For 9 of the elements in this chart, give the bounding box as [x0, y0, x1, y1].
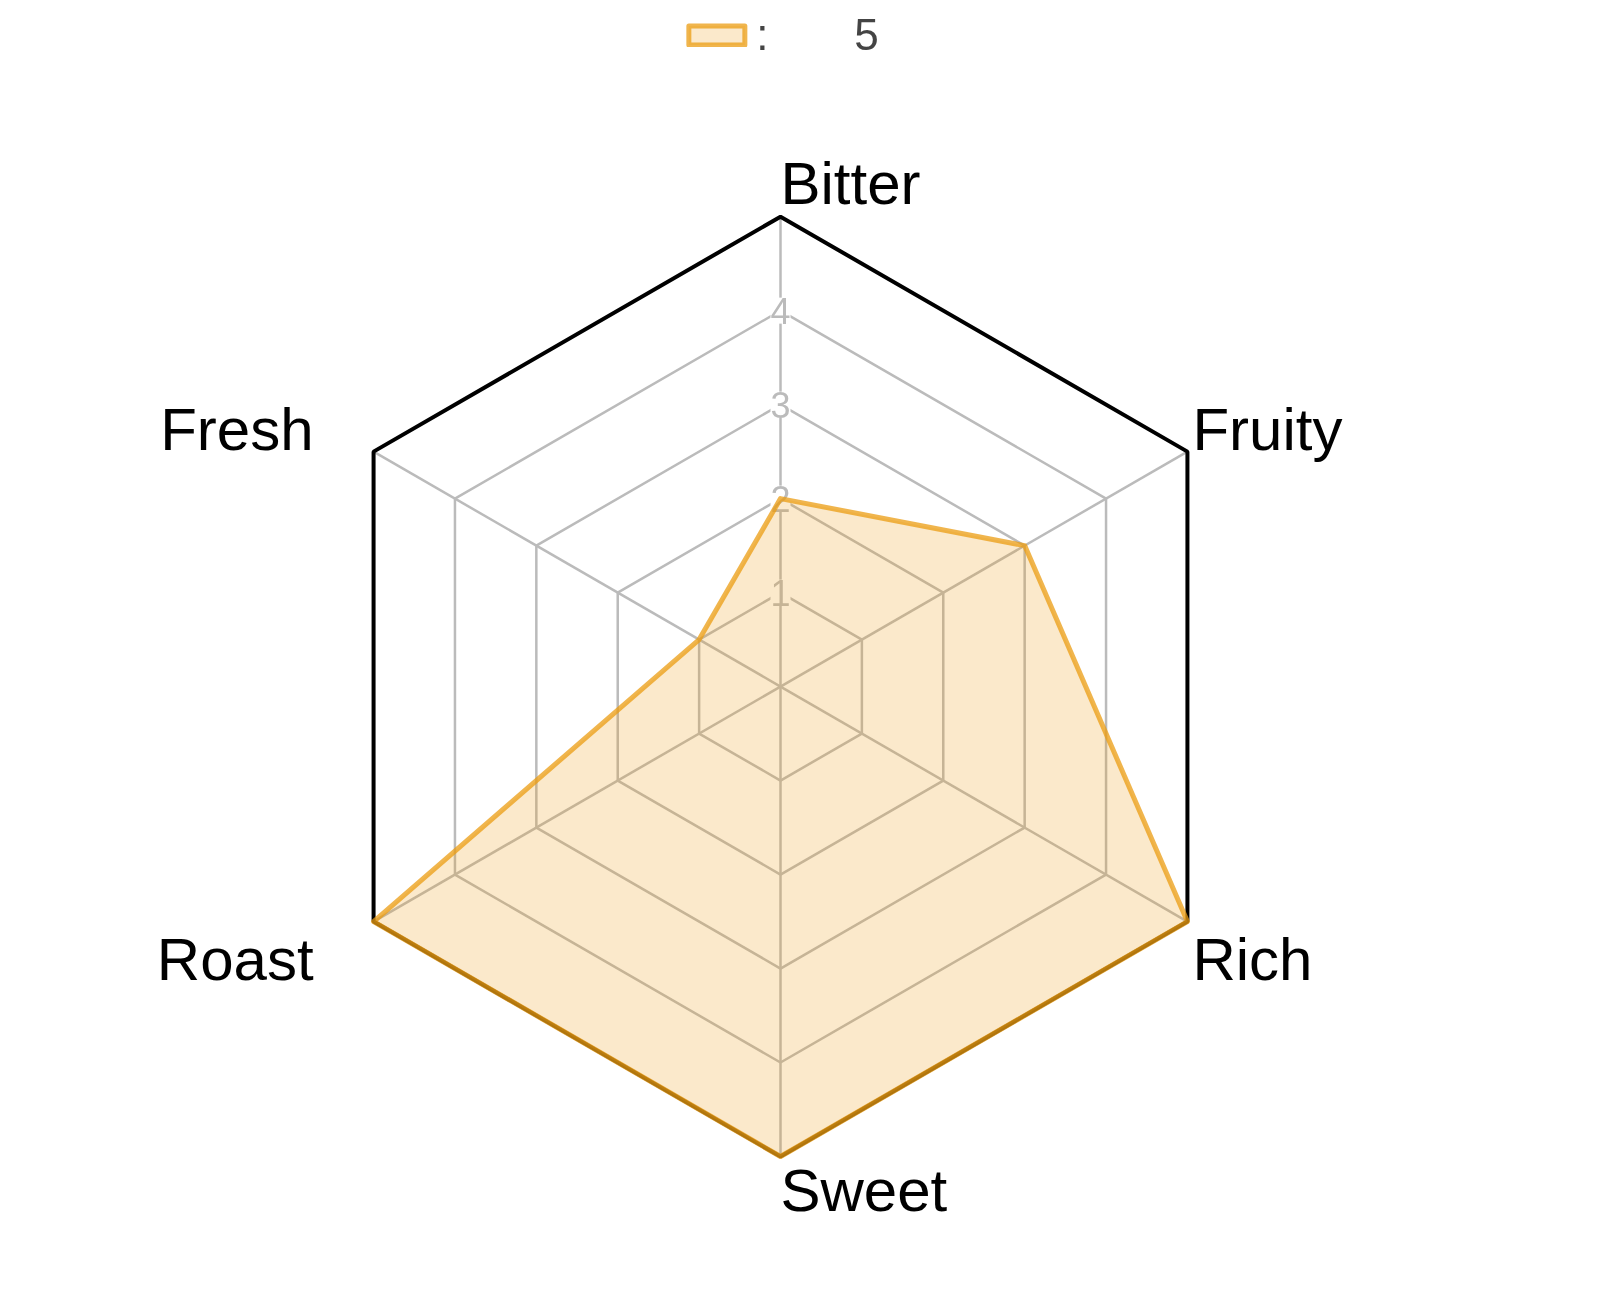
y-tick-label: 3: [770, 384, 791, 426]
spoke-label: Rich: [1192, 926, 1313, 994]
spoke-label: Fresh: [160, 396, 314, 464]
spoke-label: Fruity: [1192, 396, 1343, 464]
y-tick-label: 4: [770, 290, 791, 332]
spoke-label: Bitter: [780, 149, 921, 217]
spoke-label: Sweet: [780, 1156, 948, 1224]
spoke-label: Roast: [156, 926, 314, 994]
legend-label: : 5: [756, 10, 879, 60]
